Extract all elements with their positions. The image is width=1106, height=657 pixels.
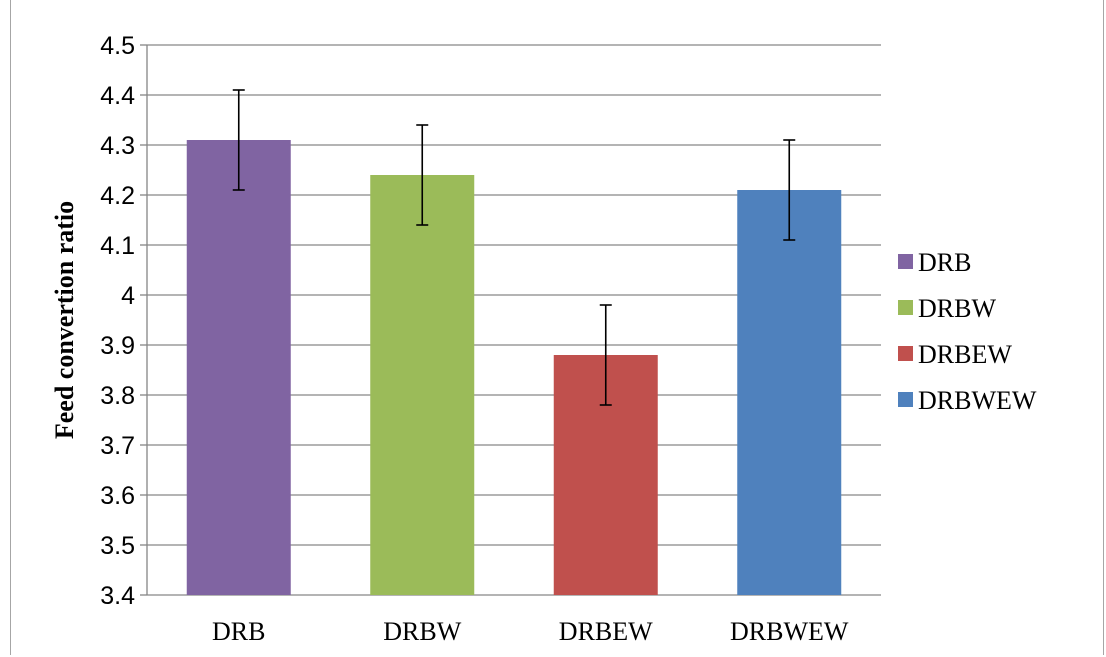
y-tick-label: 4.4 — [100, 82, 135, 110]
x-tick-label: DRBWEW — [730, 617, 849, 646]
bar-drb — [186, 140, 291, 595]
x-tick-label: DRBEW — [559, 617, 653, 646]
error-bars — [232, 89, 796, 406]
x-tick-label: DRB — [212, 617, 265, 646]
legend-label: DRB — [918, 248, 971, 277]
x-tick-label: DRBW — [383, 617, 461, 646]
y-axis-ticks: 3.4 3.5 3.6 3.7 3.8 3.9 4 4.1 4.2 4.3 4.4 4.5 — [100, 32, 135, 610]
bar-drbwew — [737, 190, 842, 595]
legend-label: DRBWEW — [918, 386, 1037, 415]
legend-swatch-drbw — [898, 300, 913, 315]
bar-drbw — [370, 175, 475, 595]
legend-swatch-drbwew — [898, 392, 913, 407]
y-tick-label: 3.9 — [100, 332, 135, 360]
legend-label: DRBEW — [918, 340, 1012, 369]
legend-swatch-drb — [898, 254, 913, 269]
legend: DRB DRBW DRBEW DRBWEW — [898, 248, 1037, 415]
y-tick-label: 4.1 — [100, 232, 135, 260]
y-tick-label: 4.3 — [100, 132, 135, 160]
y-tick-label: 4 — [121, 282, 135, 310]
legend-swatch-drbew — [898, 346, 913, 361]
chart-frame — [10, 0, 1104, 655]
y-tick-label: 3.8 — [100, 382, 135, 410]
y-tick-label: 3.6 — [100, 482, 135, 510]
x-axis-labels: DRB DRBW DRBEW DRBWEW — [212, 617, 849, 646]
y-axis-title: Feed convertion ratio — [50, 201, 79, 439]
legend-label: DRBW — [918, 294, 996, 323]
y-tick-label: 3.4 — [100, 582, 135, 610]
bars — [186, 140, 842, 595]
y-tick-label: 4.2 — [100, 182, 135, 210]
y-tick-label: 4.5 — [100, 32, 135, 60]
y-tick-label: 3.7 — [100, 432, 135, 460]
y-tick-label: 3.5 — [100, 532, 135, 560]
